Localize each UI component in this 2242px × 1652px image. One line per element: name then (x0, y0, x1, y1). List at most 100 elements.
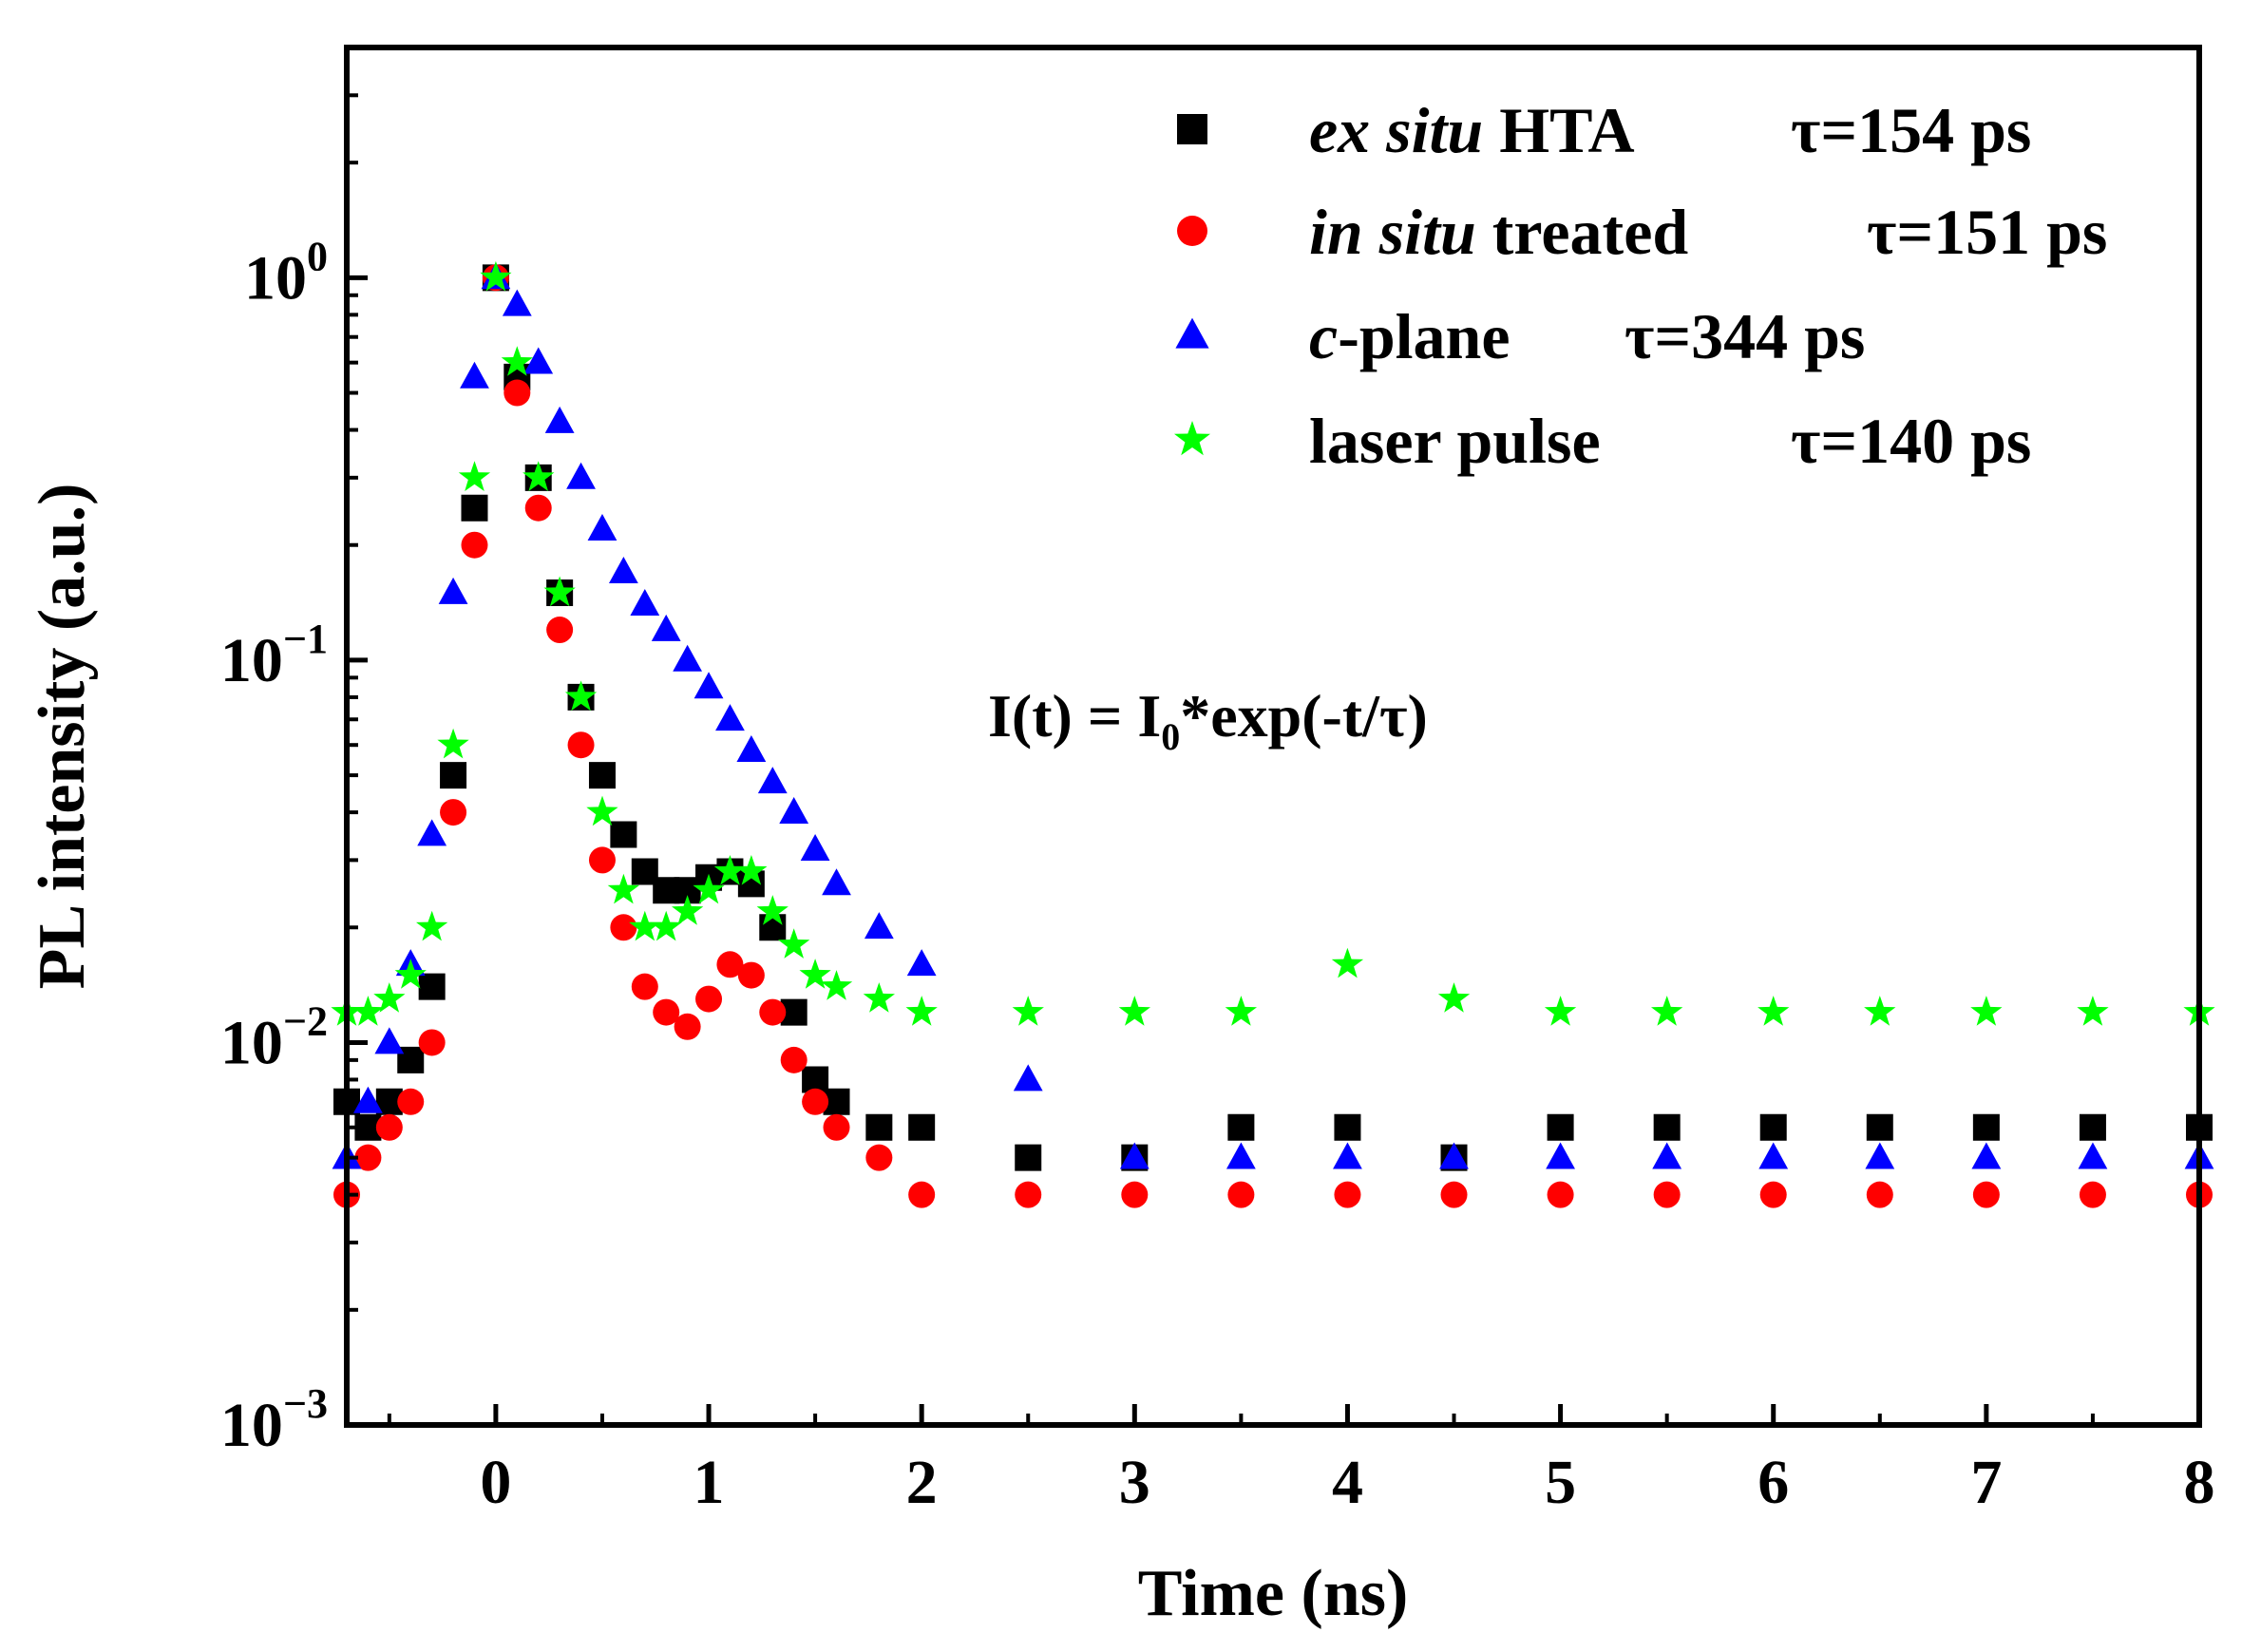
data-point (417, 819, 447, 846)
data-point (437, 728, 469, 759)
data-point (1012, 996, 1044, 1026)
data-points-layer (331, 260, 2215, 1208)
fit-equation-subscript: 0 (1161, 715, 1180, 758)
data-point (1227, 1113, 1255, 1141)
data-point (695, 985, 723, 1013)
data-point (630, 588, 660, 616)
fit-equation: I(t) = I0*exp(-t/τ) (988, 682, 1428, 758)
data-point (543, 576, 576, 607)
data-point (588, 846, 616, 874)
data-point (802, 1066, 829, 1093)
data-point (1547, 1181, 1574, 1208)
x-tick-label: 3 (1119, 1448, 1150, 1517)
data-point (1866, 1113, 1893, 1141)
data-point (822, 868, 851, 896)
data-point (610, 914, 637, 941)
data-point (1865, 1142, 1895, 1169)
data-point (737, 961, 765, 989)
data-point (1759, 1113, 1787, 1141)
data-point (587, 513, 618, 541)
data-point (352, 996, 385, 1026)
legend-label: in situ treated (1309, 196, 1688, 268)
y-axis-title: PL intensity (a.u.) (26, 484, 99, 990)
data-point (566, 462, 596, 489)
x-tick-label: 1 (694, 1448, 725, 1517)
data-point (1015, 1144, 1042, 1171)
data-point (780, 1046, 808, 1073)
data-point (461, 494, 488, 522)
legend: ex situ HTA τ=154 ps in situ treated τ=151 … (1174, 94, 2107, 477)
data-point (1225, 996, 1257, 1026)
data-point (2077, 996, 2109, 1026)
x-tick-label: 7 (1970, 1448, 2002, 1517)
data-point (650, 910, 682, 941)
data-point (757, 767, 788, 794)
fit-equation-lhs: I(t) = I (988, 682, 1161, 750)
data-point (394, 959, 427, 989)
data-point (1759, 1181, 1787, 1208)
data-point (1333, 1142, 1362, 1169)
data-point (735, 855, 768, 885)
data-point (502, 289, 532, 316)
legend-marker (1177, 216, 1207, 246)
data-point (1440, 1181, 1468, 1208)
data-point (1118, 996, 1150, 1026)
data-point (713, 855, 747, 885)
data-point (544, 406, 575, 433)
data-point (673, 644, 703, 672)
data-point (823, 1113, 850, 1141)
data-point (418, 973, 446, 1000)
legend-marker (1174, 421, 1210, 456)
data-point (1119, 1142, 1150, 1169)
legend-label: laser pulse (1309, 405, 1601, 477)
data-point (1653, 1181, 1681, 1208)
data-point (354, 1144, 382, 1171)
data-point (759, 998, 787, 1026)
series-laser-pulse (331, 260, 2215, 1026)
data-point (397, 1046, 425, 1073)
y-tick-label: 10−3 (220, 1380, 328, 1460)
legend-tau: τ=344 ps (1624, 300, 1865, 372)
data-point (354, 1113, 382, 1141)
data-point (631, 973, 658, 1000)
data-point (865, 1113, 893, 1141)
data-point (823, 1088, 850, 1115)
y-tick-label: 100 (244, 233, 328, 313)
data-point (779, 796, 809, 824)
data-point (906, 949, 937, 977)
data-point (374, 1027, 405, 1054)
legend-marker (1175, 317, 1209, 349)
data-point (908, 1181, 936, 1208)
x-tick-label: 0 (480, 1448, 511, 1517)
data-point (607, 873, 639, 904)
x-tick-label: 8 (2184, 1448, 2215, 1517)
legend-tau: τ=140 ps (1791, 405, 2031, 477)
legend-marker (1177, 114, 1207, 144)
data-point (353, 1086, 383, 1113)
data-point (522, 461, 555, 491)
series-c-plane (332, 262, 2214, 1169)
data-point (1226, 1142, 1256, 1169)
data-point (1015, 1181, 1042, 1208)
data-point (1652, 1142, 1682, 1169)
data-point (546, 617, 574, 644)
fit-equation-rhs: *exp(-t/τ) (1180, 682, 1428, 750)
data-point (864, 912, 894, 940)
data-point (461, 531, 488, 559)
data-point (716, 951, 744, 978)
y-tick-label: 10−1 (220, 616, 328, 695)
data-point (2079, 1181, 2106, 1208)
legend-label: ex situ HTA (1309, 94, 1635, 166)
data-point (1121, 1181, 1149, 1208)
data-point (397, 1088, 425, 1115)
data-point (694, 672, 724, 699)
data-point (416, 910, 448, 941)
data-point (586, 795, 618, 826)
data-point (608, 557, 638, 584)
data-point (1331, 947, 1364, 978)
data-point (674, 877, 701, 904)
data-point (653, 998, 680, 1026)
data-point (440, 799, 467, 826)
plot-frame (344, 45, 2202, 1428)
